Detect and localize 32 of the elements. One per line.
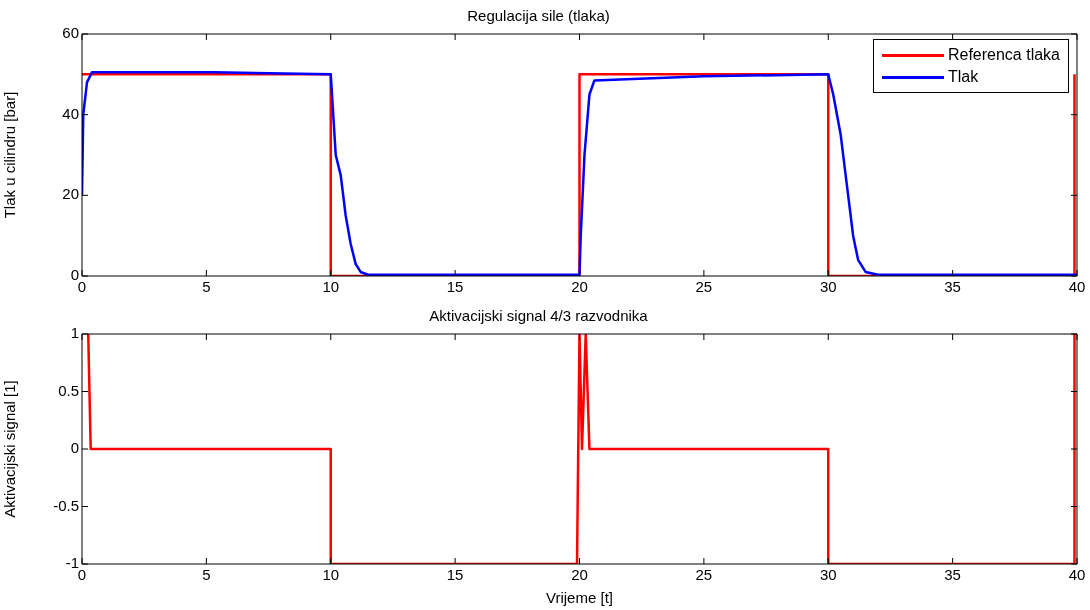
x-tick-label: 35	[944, 278, 961, 296]
x-tick-label: 20	[571, 566, 588, 584]
x-tick-label: 5	[202, 566, 211, 584]
y-axis-title: Tlak u cilindru [bar]	[1, 91, 19, 219]
x-tick-label: 40	[1068, 278, 1086, 296]
x-tick-label: 10	[322, 566, 340, 584]
legend-label: Tlak	[947, 68, 979, 86]
y-tick-label: 0	[70, 266, 79, 284]
y-tick-label: 20	[62, 185, 79, 203]
x-tick-label: 20	[571, 278, 588, 296]
x-tick-label: 30	[819, 278, 837, 296]
x-tick-label: 5	[202, 278, 211, 296]
x-tick-label: 15	[446, 278, 464, 296]
y-tick-label: -0.5	[53, 496, 79, 514]
x-axis-title: Vrijeme [t]	[546, 589, 613, 607]
y-axis-title: Aktivacijski signal [1]	[1, 380, 19, 518]
y-tick-label: 60	[62, 24, 79, 42]
chart-title: Aktivacijski signal 4/3 razvodnika	[429, 307, 649, 325]
y-tick-label: 40	[62, 104, 79, 122]
y-tick-label: 0	[70, 439, 79, 457]
y-tick-label: 1	[70, 324, 79, 342]
x-tick-label: 25	[695, 278, 713, 296]
x-tick-label: 40	[1068, 566, 1086, 584]
y-tick-label: -1	[65, 554, 79, 572]
y-tick-label: 0.5	[58, 381, 79, 399]
x-tick-label: 15	[446, 566, 464, 584]
x-tick-label: 25	[695, 566, 713, 584]
x-tick-label: 35	[944, 566, 961, 584]
x-tick-label: 30	[819, 566, 837, 584]
chart-title: Regulacija sile (tlaka)	[467, 7, 610, 25]
legend-label: Referenca tlaka	[947, 46, 1060, 64]
x-tick-label: 10	[322, 278, 340, 296]
